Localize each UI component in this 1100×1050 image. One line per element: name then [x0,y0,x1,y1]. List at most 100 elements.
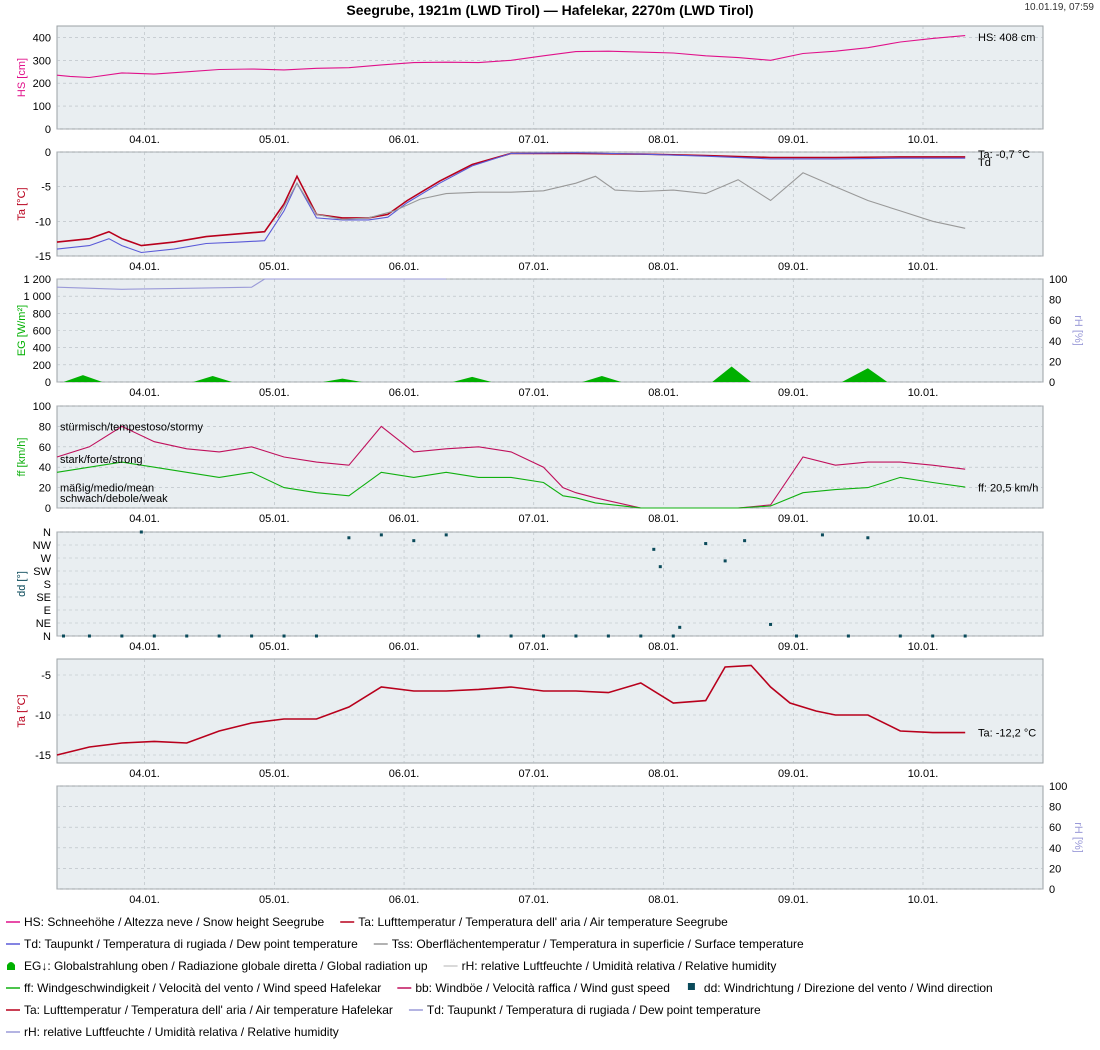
series-line-tss [277,172,966,229]
legend-label: Tss: Oberflächentemperatur / Temperatura… [392,937,804,951]
series-line-ta [56,152,966,247]
y-tick-label: 0 [45,503,51,515]
dd-point [606,634,610,638]
x-tick-label: 07.01. [518,513,549,525]
legend-area-icon [7,962,15,970]
panel-dd: 04.01. 05.01. 06.01. 07.01. 08.01. 09.01. 10.0… [16,527,1044,653]
dd-point [250,634,254,638]
dd-point [314,634,318,638]
dd-point [743,539,747,543]
y2-tick-label: 100 [1049,274,1067,286]
y-tick-label: 600 [33,326,51,338]
y-tick-label: S [44,579,51,591]
x-tick-label: 08.01. [648,641,679,653]
y2-tick-label: 0 [1049,884,1055,896]
x-tick-label: 06.01. [389,513,420,525]
ta2-last-value: Ta: -12,2 °C [978,728,1036,740]
legend-label: EG↓: Globalstrahlung oben / Radiazione g… [24,959,428,973]
y-tick-label: SW [33,566,51,578]
dd-point [678,625,682,629]
legend-label: Td: Taupunkt / Temperatura di rugiada / … [24,937,358,951]
legend-item: HS: Schneehöhe / Altezza neve / Snow hei… [6,915,325,929]
x-tick-label: 06.01. [389,641,420,653]
y2-axis-label: rH [%] [1072,822,1084,853]
dd-point [639,634,643,638]
panel-ff: 04.01. 05.01. 06.01. 07.01. 08.01. 09.01. 10.0… [16,401,1044,525]
y-tick-label: 100 [33,401,51,413]
y-tick-label: -15 [35,251,51,263]
y-axis-label: Ta [°C] [16,187,28,220]
y-tick-label: 100 [33,101,51,113]
x-tick-label: 05.01. [259,387,290,399]
legend-item: bb: Windböe / Velocità raffica / Wind gu… [397,981,670,995]
dd-point [542,634,546,638]
wind-class-weak: schwach/debole/weak [60,493,168,505]
x-tick-label: 10.01. [908,134,939,146]
y-tick-label: 0 [45,124,51,136]
dd-point [658,565,662,569]
series-line-ta [56,664,966,756]
y-tick-label: NE [36,618,51,630]
y-tick-label: 1 000 [23,291,51,303]
timestamp: 10.01.19, 07:59 [1024,2,1094,13]
dd-point [477,634,481,638]
legend-item: Td: Taupunkt / Temperatura di rugiada / … [408,1003,761,1017]
x-tick-label: 10.01. [908,768,939,780]
y-tick-label: 800 [33,308,51,320]
y2-tick-label: 0 [1049,377,1055,389]
x-tick-label: 07.01. [518,261,549,273]
x-tick-label: 06.01. [389,134,420,146]
dd-point [379,533,383,537]
x-tick-label: 08.01. [648,768,679,780]
plot-area [56,658,1044,764]
y-tick-label: -15 [35,750,51,762]
wind-class-medium: mäßig/medio/mean [60,483,154,495]
x-tick-label: 09.01. [778,894,809,906]
dd-point [723,559,727,563]
x-tick-label: 08.01. [648,387,679,399]
dd-point [795,634,798,638]
x-tick-label: 08.01. [648,513,679,525]
x-tick-label: 10.01. [908,641,939,653]
legend-item: Td: Taupunkt / Temperatura di rugiada / … [6,937,358,951]
panel-ta1: 04.01. 05.01. 06.01. 07.01. 08.01. 09.01. 10.0… [16,147,1044,273]
y-tick-label: -5 [41,182,51,194]
x-tick-label: 05.01. [259,894,290,906]
y2-tick-label: 20 [1049,356,1061,368]
legend-item: Ta: Lufttemperatur / Temperatura dell' a… [6,1003,393,1017]
y-tick-label: -5 [41,670,51,682]
plot-area [56,405,1044,509]
y2-axis-label: rH [%] [1072,315,1084,346]
legend-label: Td: Taupunkt / Temperatura di rugiada / … [427,1003,761,1017]
series-line-rh [56,278,447,290]
x-tick-label: 09.01. [778,513,809,525]
series-line-td [56,152,966,254]
legend-item: ff: Windgeschwindigkeit / Velocità del v… [6,981,381,995]
panel-rh2: 04.01. 05.01. 06.01. 07.01. 08.01. 09.01. 10.0… [56,781,1084,906]
x-tick-label: 05.01. [259,768,290,780]
dd-point [704,542,708,546]
legend-label: rH: relative Luftfeuchte / Umidità relat… [24,1025,339,1039]
y-axis-label: Ta [°C] [16,694,28,727]
series-line-hs [56,35,966,79]
x-tick-label: 07.01. [518,768,549,780]
y-axis-label: ff [km/h] [16,438,28,477]
y-axis-label: HS [cm] [16,58,28,97]
dd-point [963,634,967,638]
x-tick-label: 09.01. [778,134,809,146]
y2-tick-label: 40 [1049,336,1061,348]
legend: HS: Schneehöhe / Altezza neve / Snow hei… [6,915,993,1039]
x-tick-label: 04.01. [129,513,160,525]
legend-item: Ta: Lufttemperatur / Temperatura dell' a… [340,915,728,929]
y2-tick-label: 20 [1049,863,1061,875]
x-tick-label: 08.01. [648,894,679,906]
y2-tick-label: 40 [1049,843,1061,855]
x-tick-label: 06.01. [389,261,420,273]
x-tick-label: 05.01. [259,641,290,653]
plot-area [56,25,1044,130]
x-tick-label: 10.01. [908,894,939,906]
x-tick-label: 08.01. [648,134,679,146]
dd-point [931,634,935,638]
y-tick-label: 60 [39,442,51,454]
legend-label: rH: relative Luftfeuchte / Umidità relat… [462,959,777,973]
